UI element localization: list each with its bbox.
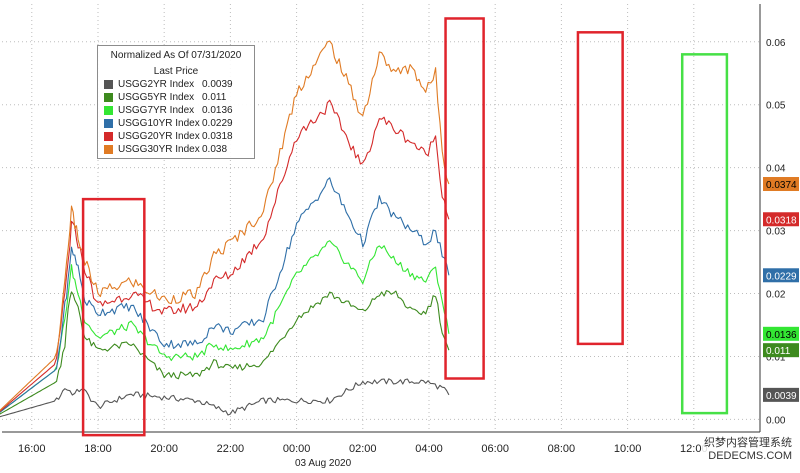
legend-item: USGG7YR Index 0.0136 [98, 104, 254, 117]
legend-series-value: 0.0039 [202, 79, 233, 90]
legend-entries: USGG2YR Index 0.0039 USGG5YR Index 0.011 USG… [98, 78, 254, 156]
series-line [0, 290, 450, 415]
y-tick-label: 0.00 [766, 415, 786, 426]
last-value-badge [763, 177, 799, 192]
highlight-box [444, 17, 485, 380]
legend-title: Normalized As Of 07/31/2020 [110, 50, 242, 61]
legend-series-value: 0.038 [202, 144, 228, 155]
x-tick-label: 02:00 [349, 443, 377, 455]
x-tick-label: 06:00 [481, 443, 509, 455]
legend-swatch [104, 119, 113, 128]
highlight-box [576, 31, 624, 346]
series-line [0, 177, 450, 413]
legend-series-name: USGG5YR Index [118, 92, 195, 103]
watermark-line1: 织梦内容管理系统 [704, 437, 792, 449]
legend-swatch [104, 106, 113, 115]
x-tick-label: 08:00 [548, 443, 576, 455]
legend-series-value: 0.011 [202, 92, 227, 103]
series-line [0, 240, 450, 413]
x-tick-label: 10:00 [614, 443, 642, 455]
legend-series-value: 0.0229 [202, 118, 233, 129]
legend-series-name: USGG2YR Index [118, 79, 195, 90]
legend-series-name: USGG20YR Index [118, 131, 200, 142]
x-tick-label: 12:00 [680, 443, 708, 455]
x-tick-label: 16:00 [18, 443, 46, 455]
legend-series-value: 0.0318 [202, 131, 233, 142]
watermark-line2: DEDECMS.COM [708, 450, 792, 462]
x-tick-label: 18:00 [84, 443, 112, 455]
legend-item: USGG10YR Index 0.0229 [98, 117, 254, 130]
legend-swatch [104, 93, 113, 102]
legend-item: USGG5YR Index 0.011 [98, 91, 254, 104]
x-date-label: 03 Aug 2020 [295, 458, 352, 468]
y-tick-label: 0.03 [766, 227, 786, 238]
legend-series-value: 0.0136 [202, 105, 233, 116]
legend-series-name: USGG10YR Index [118, 118, 200, 129]
legend-subtitle: Last Price [153, 66, 199, 77]
watermark: 织梦内容管理系统 DEDECMS.COM [702, 436, 794, 464]
last-value-label: 0.0229 [766, 271, 797, 282]
legend-swatch [104, 80, 113, 89]
legend-swatch [104, 132, 113, 141]
last-value-badge [763, 343, 799, 358]
last-value-badge [763, 268, 799, 283]
series-line [0, 99, 450, 412]
highlight-box [680, 53, 729, 415]
last-value-label: 0.0136 [766, 330, 797, 341]
last-value-badge [763, 212, 799, 227]
last-value-badge [763, 326, 799, 341]
legend-swatch [104, 145, 113, 154]
last-value-label: 0.0039 [766, 391, 797, 402]
chart-legend: Normalized As Of 07/31/2020 Last Price U… [97, 45, 255, 159]
legend-item: USGG30YR Index 0.038 [98, 143, 254, 156]
legend-item: USGG20YR Index 0.0318 [98, 130, 254, 143]
series-line [0, 378, 450, 418]
highlight-box [81, 197, 146, 437]
y-tick-label: 0.01 [766, 352, 786, 363]
legend-item: USGG2YR Index 0.0039 [98, 78, 254, 91]
x-tick-label: 04:00 [415, 443, 443, 455]
legend-series-name: USGG30YR Index [118, 144, 200, 155]
y-tick-label: 0.02 [766, 290, 786, 301]
series-line [0, 40, 450, 412]
last-value-label: 0.0318 [766, 215, 797, 226]
last-value-label: 0.011 [766, 346, 791, 357]
x-tick-label: 22:00 [217, 443, 245, 455]
y-tick-label: 0.06 [766, 38, 786, 49]
y-tick-label: 0.05 [766, 101, 786, 112]
x-tick-label: 00:00 [283, 443, 311, 455]
legend-series-name: USGG7YR Index [118, 105, 195, 116]
y-tick-label: 0.04 [766, 164, 786, 175]
x-tick-label: 20:00 [150, 443, 178, 455]
last-value-label: 0.0374 [766, 180, 797, 191]
last-value-badge [763, 387, 799, 402]
